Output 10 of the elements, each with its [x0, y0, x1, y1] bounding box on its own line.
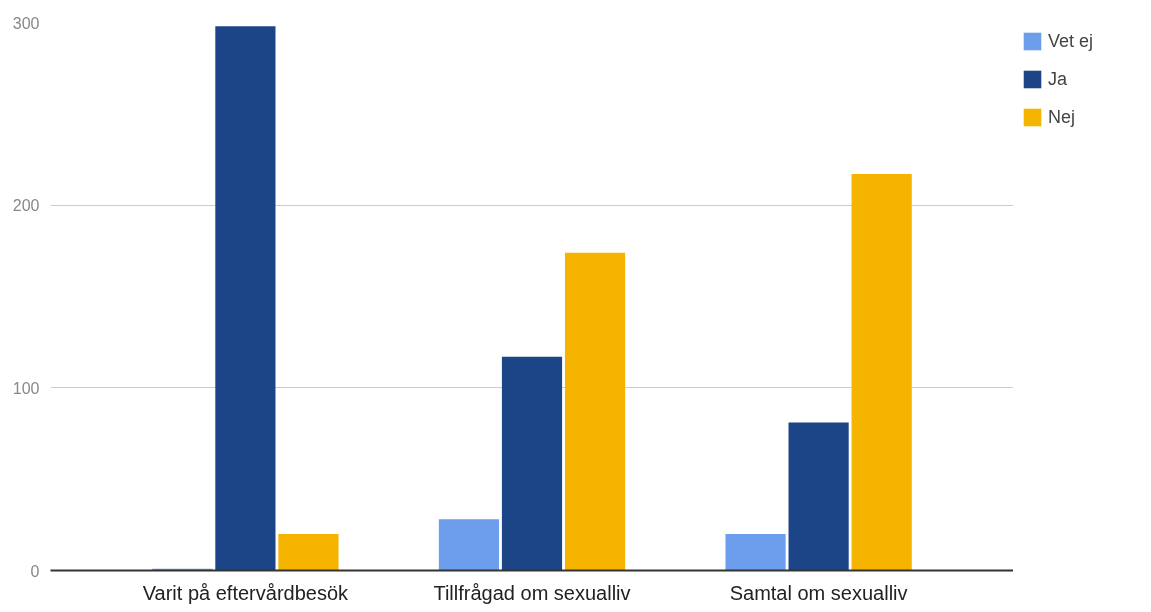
y-tick-label: 100	[12, 379, 40, 397]
legend-label: Vet ej	[1048, 30, 1094, 52]
legend-label: Ja	[1048, 68, 1068, 90]
x-tick-label: Varit på eftervårdbesök	[142, 581, 350, 604]
legend-label: Nej	[1048, 106, 1076, 128]
x-tick-label: Samtal om sexualliv	[729, 581, 908, 604]
y-tick-label: 0	[30, 562, 40, 580]
y-tick-label: 300	[12, 14, 40, 32]
x-tick-label: Tillfrågad om sexualliv	[433, 581, 631, 604]
y-tick-label: 200	[12, 197, 40, 215]
